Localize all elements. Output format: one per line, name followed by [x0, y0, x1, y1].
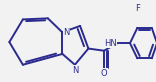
Text: N: N	[72, 66, 78, 75]
Text: N: N	[63, 28, 70, 37]
Text: O: O	[101, 69, 107, 78]
Text: F: F	[135, 4, 140, 13]
Text: HN: HN	[104, 39, 117, 48]
